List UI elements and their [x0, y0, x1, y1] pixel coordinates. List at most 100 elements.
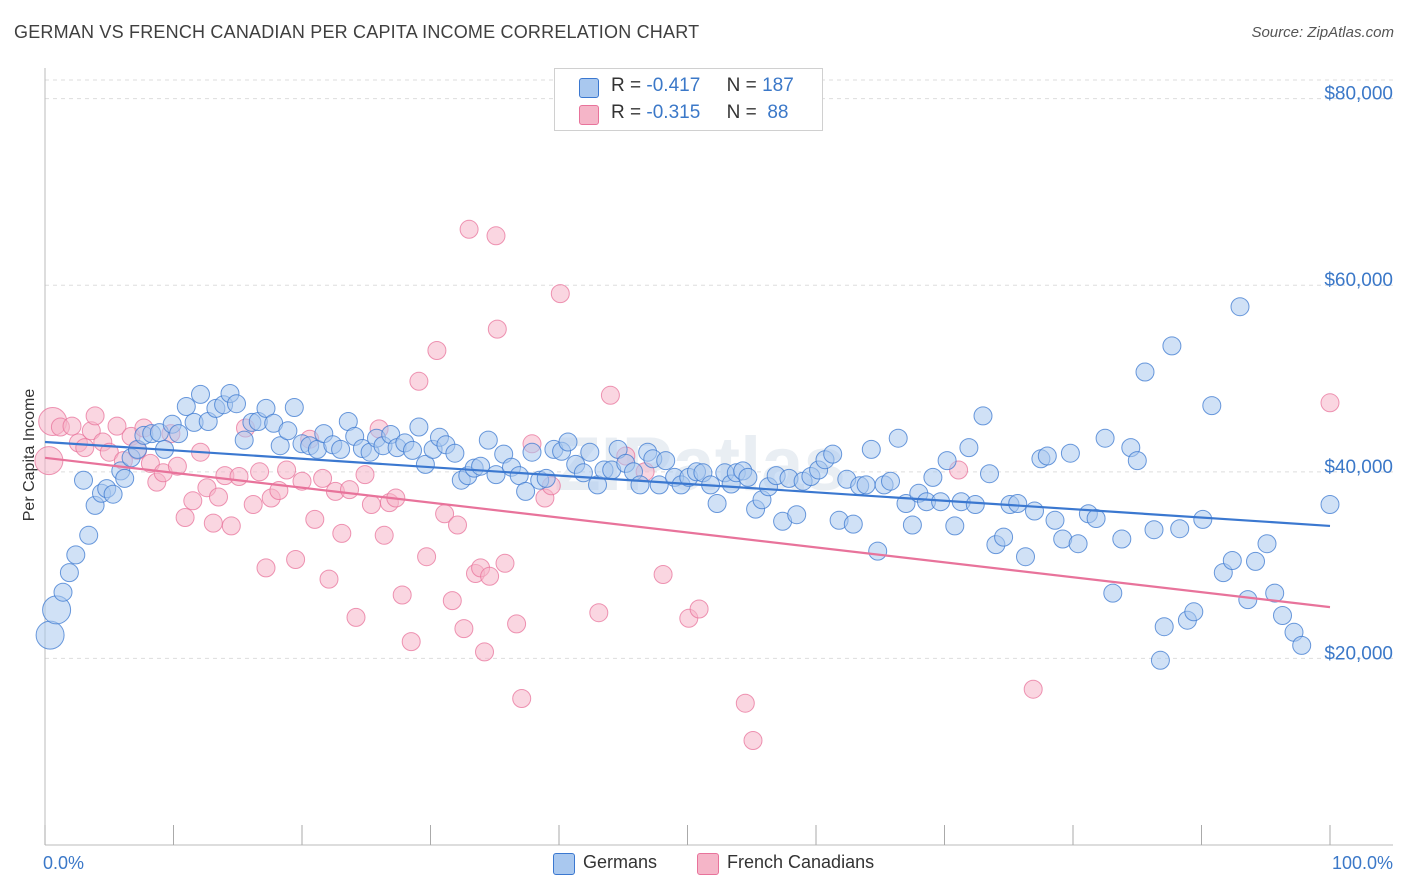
germans-point-174 [1292, 635, 1312, 655]
germans-point-32 [256, 398, 276, 418]
germans-point-172 [1273, 606, 1292, 625]
french-canadians-point-54 [409, 371, 429, 391]
french-canadians-point-19 [167, 456, 187, 476]
germans-point-36 [284, 398, 304, 417]
germans-point-144 [1045, 510, 1065, 530]
r-label: R = [611, 102, 642, 123]
french-canadians-point-67 [487, 319, 507, 339]
n-label: N = [726, 102, 757, 123]
germans-point-0 [35, 620, 65, 650]
germans-point-167 [1230, 297, 1250, 317]
french-canadians-point-61 [459, 219, 479, 239]
germans-point-117 [856, 475, 876, 495]
germans-point-119 [868, 541, 888, 561]
germans-point-164 [1202, 396, 1222, 416]
french-canadians-point-20 [175, 508, 195, 527]
french-canadians-point-36 [286, 550, 306, 569]
r-value-french-canadians: -0.315 [646, 102, 701, 123]
germans-point-163 [1193, 509, 1213, 529]
french-canadians-point-10 [107, 416, 127, 436]
germans-point-42 [331, 439, 351, 459]
french-canadians-point-0 [34, 446, 64, 476]
germans-point-127 [923, 467, 943, 487]
y-tick-label-2: $60,000 [1324, 270, 1393, 291]
germans-point-76 [573, 463, 593, 483]
germans-point-133 [965, 495, 985, 514]
germans-point-4 [66, 545, 86, 565]
french-canadians-point-59 [448, 515, 467, 535]
germans-point-87 [649, 475, 669, 495]
french-canadians-point-70 [512, 689, 532, 708]
french-canadians-point-39 [305, 509, 325, 529]
germans-point-140 [1016, 547, 1035, 567]
germans-point-58 [445, 443, 465, 463]
french-canadians-point-9 [99, 442, 119, 462]
germans-point-95 [707, 494, 727, 513]
french-canadians-swatch [579, 105, 599, 125]
germans-point-112 [823, 444, 843, 464]
germans-point-20 [169, 424, 189, 444]
french-canadians-point-25 [209, 487, 228, 507]
germans-point-68 [516, 481, 536, 501]
germans-point-52 [403, 440, 422, 460]
french-canadians-point-44 [340, 480, 359, 500]
french-canadians-point-74 [550, 284, 570, 304]
germans-point-152 [1112, 529, 1132, 549]
germans-point-141 [1025, 501, 1044, 521]
french-canadians-point-56 [427, 341, 447, 360]
french-canadians-trend-line [44, 456, 1331, 609]
germans-point-21 [176, 397, 196, 416]
x-tick-label-1: 100.0% [1332, 853, 1393, 873]
germans-point-5 [74, 470, 93, 490]
y-tick-label-0: $20,000 [1324, 643, 1393, 664]
french-canadians-point-69 [507, 614, 527, 634]
french-canadians-point-76 [600, 385, 620, 405]
germans-point-63 [478, 430, 498, 450]
germans-point-159 [1162, 336, 1182, 356]
french-canadians-point-40 [313, 468, 333, 488]
germans-point-135 [980, 464, 999, 484]
germans-legend-label: Germans [583, 852, 658, 872]
french-canadians-point-49 [374, 525, 394, 545]
r-label: R = [611, 75, 642, 96]
french-canadians-point-75 [589, 603, 609, 623]
french-canadians-point-43 [332, 523, 352, 543]
germans-point-147 [1068, 534, 1088, 554]
germans-point-154 [1127, 451, 1147, 471]
germans-point-118 [861, 439, 881, 459]
french-canadians-point-46 [355, 465, 375, 485]
germans-point-74 [558, 432, 578, 452]
germans-point-143 [1037, 446, 1057, 466]
y-tick-label-3: $80,000 [1324, 84, 1393, 105]
germans-points [35, 297, 1340, 670]
french-canadians-point-58 [442, 591, 462, 611]
french-canadians-point-83 [743, 731, 763, 750]
germans-point-156 [1144, 520, 1164, 540]
germans-point-160 [1170, 519, 1190, 539]
n-value-french-canadians: 88 [767, 102, 789, 123]
french-canadians-point-85 [1023, 679, 1043, 699]
french-canadians-point-79 [653, 565, 673, 584]
french-canadians-point-5 [75, 438, 95, 458]
germans-point-139 [1008, 494, 1028, 513]
germans-point-122 [888, 428, 908, 448]
germans-point-71 [536, 468, 556, 488]
germans-point-88 [656, 451, 676, 471]
french-canadians-point-52 [392, 585, 412, 605]
correlation-legend: R = -0.417 N = 187 R = -0.315 N = 88 [554, 68, 823, 131]
germans-point-23 [191, 384, 210, 404]
germans-point-150 [1095, 428, 1115, 448]
germans-point-67 [509, 466, 529, 486]
germans-point-115 [843, 514, 863, 534]
germans-point-130 [945, 516, 965, 536]
germans-point-107 [787, 505, 807, 525]
germans-point-100 [738, 467, 758, 487]
french-canadians-point-21 [183, 491, 203, 511]
germans-point-151 [1103, 583, 1123, 603]
germans-point-171 [1265, 583, 1285, 603]
germans-point-132 [959, 438, 979, 458]
french-canadians-point-45 [346, 607, 366, 627]
germans-point-155 [1135, 362, 1155, 382]
germans-point-149 [1086, 509, 1106, 528]
